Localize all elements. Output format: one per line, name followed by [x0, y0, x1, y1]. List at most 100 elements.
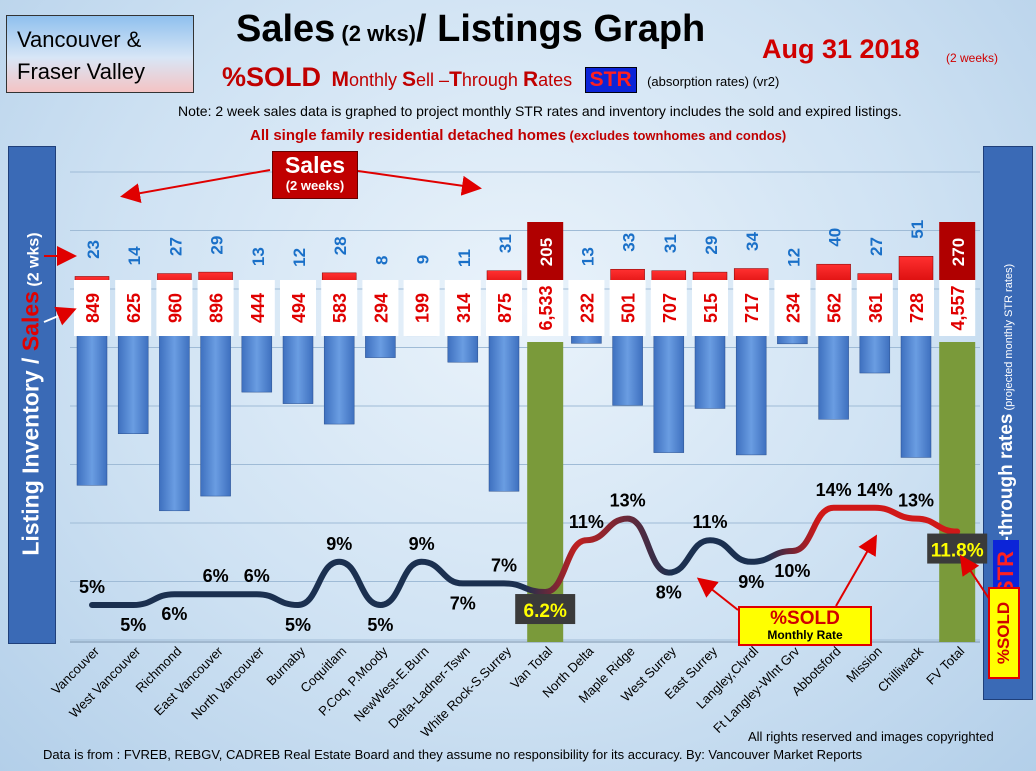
listing-value-label: 444 [248, 293, 268, 323]
sales-value-label: 27 [867, 237, 886, 256]
listing-value-label: 4,557 [948, 285, 968, 330]
listing-label-box [115, 280, 152, 336]
sales-value-label: 29 [702, 236, 721, 255]
listing-label-box [280, 280, 316, 336]
sales-value-label: 14 [125, 246, 144, 265]
listing-value-label: 199 [413, 293, 433, 323]
listing-label-box [74, 280, 110, 336]
listing-value-label: 728 [907, 293, 927, 323]
title-rest: / Listings Graph [416, 8, 706, 50]
sales-value-label: 12 [290, 248, 309, 267]
listing-value-label: 314 [454, 293, 474, 323]
sold-pct-label: 7% [491, 555, 517, 575]
sold-pct-label: 6% [203, 566, 229, 586]
listing-value-label: 717 [742, 293, 762, 323]
sales-value-label: 31 [496, 234, 515, 253]
listing-value-label: 494 [289, 293, 309, 323]
listing-label-box [568, 280, 605, 336]
chart-subtitle: %SOLD Monthly Sell –Through Rates STR (a… [222, 62, 779, 93]
listing-value-label: 294 [371, 293, 391, 323]
sold-pct-label: 13% [610, 491, 646, 511]
region-line-1: Vancouver & [17, 27, 142, 52]
sold-callout: %SOLD Monthly Rate [738, 606, 872, 646]
sales-value-label: 23 [84, 240, 103, 259]
listing-label-box [321, 280, 358, 336]
data-note: Note: 2 week sales data is graphed to pr… [178, 103, 902, 119]
listing-value-label: 234 [783, 293, 803, 323]
sales-value-label: 270 [949, 238, 968, 266]
title-main: Sales [236, 8, 336, 50]
region-line-2: Fraser Valley [17, 59, 145, 84]
sales-value-label: 34 [743, 232, 762, 251]
sold-pct-label: 5% [120, 615, 146, 635]
listing-value-label: 896 [207, 293, 227, 323]
sales-value-label: 13 [249, 247, 268, 266]
sold-total-label: 11.8% [931, 541, 984, 562]
sold-pct-label: 11% [569, 512, 604, 532]
sales-value-label: 9 [414, 255, 433, 264]
category-label: NewWest-E.Burn [351, 644, 432, 725]
sold-pct-label: 6% [161, 604, 187, 624]
listing-value-label: 6,533 [536, 285, 556, 330]
sales-value-label: 12 [784, 248, 803, 267]
sold-pct-label: 9% [738, 572, 764, 592]
listing-value-label: 515 [701, 293, 721, 323]
listing-label-box [197, 280, 234, 336]
arrows-layer [43, 169, 991, 611]
listing-label-box [362, 280, 399, 336]
report-date: Aug 31 2018 [762, 34, 920, 64]
str-badge: STR [584, 67, 637, 93]
sold-pct-label: 5% [367, 615, 393, 635]
category-label: Chilliwack [875, 643, 927, 695]
listing-label-box [733, 280, 770, 336]
listing-value-label: 960 [165, 293, 185, 323]
sales-arrow-right [357, 170, 482, 196]
region-label-box: Vancouver & Fraser Valley [6, 15, 194, 93]
subtitle-sold: %SOLD [222, 62, 322, 92]
listing-label-box [238, 280, 275, 336]
copyright-note: All rights reserved and images copyright… [748, 729, 994, 744]
sold-pct-label: 11% [692, 512, 727, 532]
sales-value-label: 13 [578, 247, 597, 266]
report-date-sub: (2 weeks) [946, 51, 999, 65]
category-label: West Vancouver [66, 643, 144, 721]
sold-pct-label: 7% [450, 593, 476, 613]
sold-arrow-right [835, 534, 877, 607]
sales-value-label: 8 [372, 256, 391, 265]
absorption-note: (absorption rates) (vr2) [647, 74, 780, 89]
listing-value-label: 361 [866, 293, 886, 323]
sold-pct-label: 6% [244, 566, 270, 586]
left-axis-panel [8, 146, 56, 644]
sales-value-label: 31 [661, 234, 680, 253]
sales-value-label: 11 [455, 249, 474, 267]
sold-line-layer [89, 504, 961, 609]
axis-arrow-listings [43, 306, 77, 326]
sold-total-box [515, 594, 576, 625]
listing-label-box [650, 280, 687, 336]
listing-label-box [156, 280, 193, 336]
sales-arrow-left [120, 169, 271, 204]
subtitle-sell-through: Monthly Sell –Through Rates [331, 68, 573, 91]
listing-value-label: 583 [330, 293, 350, 323]
sold-arrow-left [696, 577, 739, 611]
sales-value-label: 51 [908, 220, 927, 239]
listing-label-box [444, 280, 481, 336]
listing-bar [939, 342, 976, 642]
sales-value-label: 28 [331, 236, 350, 255]
sales-bar [527, 222, 564, 280]
listing-value-label: 501 [619, 293, 639, 323]
sold-pct-label: 9% [409, 534, 435, 554]
category-label: North Vancouver [188, 643, 267, 722]
listing-label-box [898, 280, 934, 336]
sold-pct-label: 14% [816, 480, 852, 500]
listing-label-box [856, 280, 893, 336]
sales-callout: Sales (2 weeks) [272, 151, 358, 199]
title-small: (2 wks) [335, 21, 417, 46]
str-arrow [959, 554, 991, 601]
chart-title: Sales (2 wks)/ Listings Graph [236, 8, 705, 51]
sold-total-label: 6.2% [524, 601, 567, 622]
sales-bar [939, 222, 976, 280]
listing-label-box [939, 280, 976, 336]
sold-pct-label: 13% [898, 491, 934, 511]
listing-value-label: 849 [83, 293, 103, 323]
